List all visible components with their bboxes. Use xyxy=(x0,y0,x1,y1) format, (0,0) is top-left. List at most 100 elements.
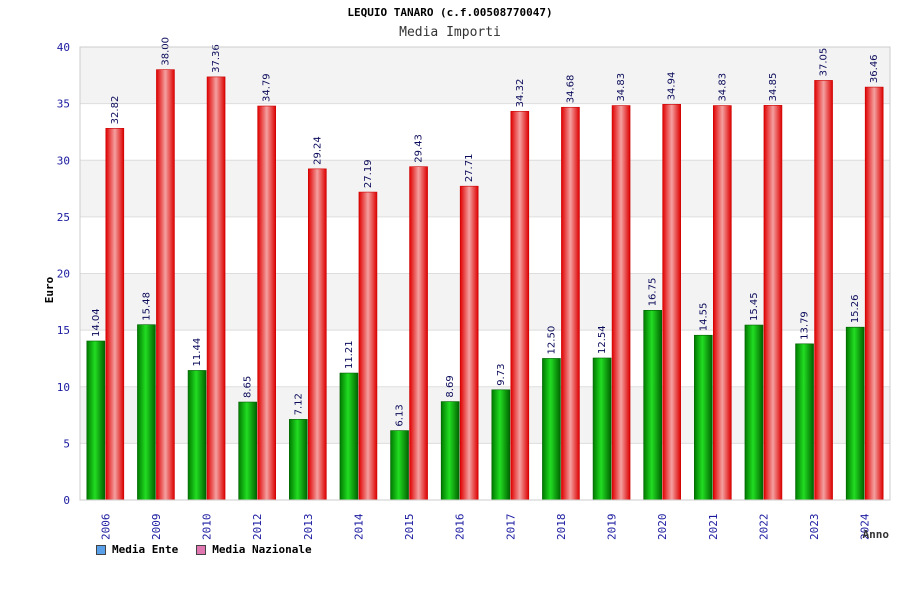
x-tick-label-2021: 2021 xyxy=(707,514,720,541)
value-label-media-nazionale-2014: 27.19 xyxy=(363,159,374,188)
bar-media-nazionale-2006 xyxy=(105,128,125,501)
value-label-media-ente-2020: 16.75 xyxy=(648,278,659,307)
y-tick-label: 25 xyxy=(57,211,70,224)
bar-media-nazionale-2023 xyxy=(814,80,833,501)
bar-media-nazionale-2022 xyxy=(763,105,783,501)
bar-media-nazionale-2021 xyxy=(713,105,732,501)
value-label-media-nazionale-2015: 29.43 xyxy=(414,134,425,163)
x-tick-label-2023: 2023 xyxy=(808,514,821,541)
value-label-media-nazionale-2016: 27.71 xyxy=(464,154,475,183)
bar-media-ente-2022 xyxy=(744,324,764,501)
bar-media-nazionale-2009 xyxy=(156,69,175,501)
y-tick-label: 30 xyxy=(57,154,70,167)
plot-frame xyxy=(79,46,891,501)
y-tick-label: 35 xyxy=(57,98,70,111)
x-tick-label-2022: 2022 xyxy=(757,514,770,541)
value-label-media-nazionale-2009: 38.00 xyxy=(160,37,171,66)
value-label-media-ente-2015: 6.13 xyxy=(395,404,406,426)
bar-media-ente-2014 xyxy=(339,372,359,501)
bar-media-nazionale-2012 xyxy=(257,105,276,501)
value-label-media-nazionale-2006: 32.82 xyxy=(110,96,121,125)
bars-group xyxy=(86,69,884,501)
x-tick-label-2009: 2009 xyxy=(150,514,163,541)
value-label-media-nazionale-2024: 36.46 xyxy=(869,54,880,83)
bar-media-ente-2010 xyxy=(187,370,207,501)
y-tick-label: 20 xyxy=(57,268,70,281)
value-label-media-ente-2022: 15.45 xyxy=(749,292,760,321)
x-tick-label-2016: 2016 xyxy=(454,514,467,541)
value-label-media-nazionale-2020: 34.94 xyxy=(667,72,678,101)
legend: Media Ente Media Nazionale xyxy=(96,543,312,556)
bar-media-ente-2015 xyxy=(390,430,409,501)
value-label-media-nazionale-2022: 34.85 xyxy=(768,73,779,102)
bar-media-nazionale-2024 xyxy=(864,86,884,501)
bar-media-nazionale-2010 xyxy=(206,76,226,501)
x-tick-label-2015: 2015 xyxy=(403,514,416,541)
value-label-media-nazionale-2013: 29.24 xyxy=(312,136,323,165)
value-label-media-nazionale-2012: 34.79 xyxy=(262,73,273,102)
bar-media-ente-2024 xyxy=(845,326,865,501)
x-tick-label-2018: 2018 xyxy=(555,514,568,541)
bar-media-nazionale-2018 xyxy=(561,106,580,501)
legend-item-media-ente: Media Ente xyxy=(96,543,178,556)
axes-group: 0 5 10 15 20 25 30 35 40 2006 2009 2010 2012 2013 2014… xyxy=(57,41,891,541)
value-label-media-nazionale-2023: 37.05 xyxy=(819,48,830,77)
bar-media-ente-2017 xyxy=(491,389,511,501)
bar-media-ente-2021 xyxy=(694,334,713,501)
bar-media-nazionale-2016 xyxy=(459,185,479,501)
y-axis-label: Euro xyxy=(43,276,56,303)
x-tick-label-2019: 2019 xyxy=(606,514,619,541)
y-tick-label: 10 xyxy=(57,381,70,394)
x-tick-label-2006: 2006 xyxy=(99,514,112,541)
value-label-media-ente-2019: 12.54 xyxy=(597,325,608,354)
bar-media-nazionale-2017 xyxy=(510,111,530,501)
value-label-media-ente-2024: 15.26 xyxy=(850,295,861,324)
value-labels-group: 14.04 32.82 15.48 38.00 11.44 37.36 8.65 34.79 7… xyxy=(91,37,880,427)
legend-swatch-media-ente xyxy=(96,544,106,555)
value-label-media-ente-2017: 9.73 xyxy=(496,364,507,386)
bar-media-nazionale-2020 xyxy=(662,104,681,501)
y-tick-label: 5 xyxy=(63,437,70,450)
bar-media-nazionale-2019 xyxy=(611,105,631,501)
value-label-media-ente-2012: 8.65 xyxy=(243,376,254,398)
bar-media-nazionale-2015 xyxy=(409,166,428,501)
legend-item-media-nazionale: Media Nazionale xyxy=(196,543,312,556)
x-axis-label: Anno xyxy=(863,528,890,541)
value-label-media-ente-2023: 13.79 xyxy=(800,311,811,340)
value-label-media-ente-2013: 7.12 xyxy=(293,393,304,415)
chart-subtitle: Media Importi xyxy=(399,25,501,40)
legend-label-media-ente: Media Ente xyxy=(112,543,179,556)
value-label-media-ente-2010: 11.44 xyxy=(192,338,203,367)
value-label-media-ente-2018: 12.50 xyxy=(546,326,557,355)
x-tick-label-2013: 2013 xyxy=(302,514,315,541)
chart-title: LEQUIO TANARO (c.f.00508770047) xyxy=(347,6,553,19)
value-label-media-nazionale-2017: 34.32 xyxy=(515,79,526,108)
bar-media-ente-2016 xyxy=(440,401,460,501)
legend-swatch-media-nazionale xyxy=(196,544,207,555)
bar-media-ente-2018 xyxy=(542,358,561,501)
y-tick-label: 0 xyxy=(63,494,70,507)
bar-media-ente-2006 xyxy=(86,340,106,501)
bar-media-ente-2023 xyxy=(795,343,814,501)
x-tick-label-2012: 2012 xyxy=(251,514,264,541)
x-tick-label-2017: 2017 xyxy=(504,514,517,541)
value-label-media-ente-2006: 14.04 xyxy=(91,308,102,337)
value-label-media-ente-2014: 11.21 xyxy=(344,340,355,369)
value-label-media-ente-2021: 14.55 xyxy=(698,303,709,332)
bar-media-nazionale-2013 xyxy=(308,168,327,501)
bar-media-ente-2013 xyxy=(289,419,308,501)
x-tick-label-2020: 2020 xyxy=(656,514,669,541)
value-label-media-ente-2009: 15.48 xyxy=(141,292,152,321)
bar-media-ente-2012 xyxy=(238,401,257,501)
bar-media-ente-2020 xyxy=(643,310,662,501)
bar-media-nazionale-2014 xyxy=(358,191,378,501)
bar-media-ente-2009 xyxy=(137,324,156,501)
x-tick-label-2010: 2010 xyxy=(201,514,214,541)
value-label-media-nazionale-2010: 37.36 xyxy=(211,44,222,73)
bar-media-ente-2019 xyxy=(592,357,612,501)
x-tick-label-2014: 2014 xyxy=(352,513,365,540)
value-label-media-nazionale-2019: 34.83 xyxy=(616,73,627,102)
value-label-media-nazionale-2021: 34.83 xyxy=(717,73,728,102)
